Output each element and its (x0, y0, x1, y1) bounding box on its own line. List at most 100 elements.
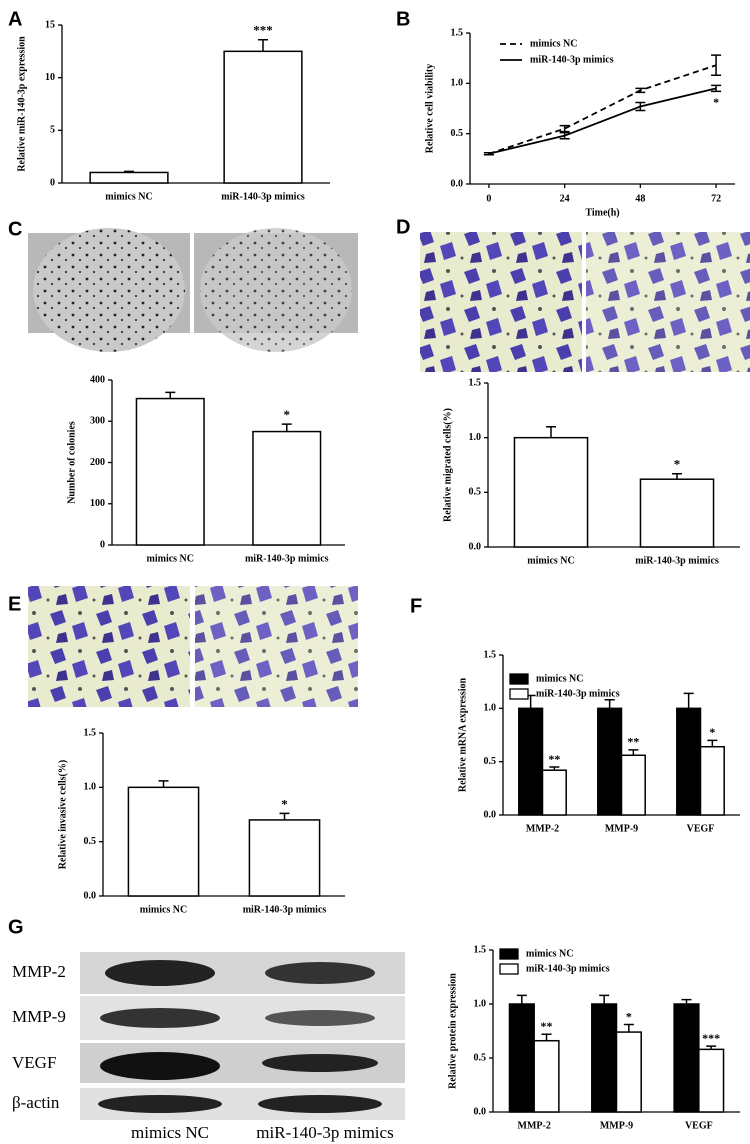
bar (518, 707, 544, 816)
blot-row-label: VEGF (12, 1053, 56, 1072)
y-axis-label: Relative invasive cells(%) (57, 760, 68, 869)
y-tick-label: 1.0 (84, 782, 97, 793)
significance: * (713, 95, 719, 109)
error-bar (158, 780, 169, 788)
error-bar (559, 135, 570, 140)
line (488, 64, 717, 155)
y-tick-label: 0 (50, 177, 55, 188)
significance: * (709, 725, 715, 739)
y-tick-label: 400 (90, 374, 105, 385)
error-bar (623, 1023, 634, 1033)
y-tick-label: 1.0 (451, 78, 464, 89)
error-bar (483, 152, 494, 154)
legend-swatch (509, 688, 529, 700)
x-tick-label: VEGF (687, 823, 715, 834)
error-bar (711, 88, 722, 93)
y-axis-label: Number of colonies (66, 421, 77, 504)
legend-label: mimics NC (530, 38, 578, 49)
error-bar (281, 423, 292, 432)
significance: * (284, 407, 291, 422)
error-bar (599, 994, 610, 1004)
y-tick-label: 1.5 (84, 727, 97, 738)
y-tick-label: 5 (50, 125, 55, 136)
panel-letter: D (396, 216, 410, 238)
x-tick-label: miR-140-3p mimics (245, 553, 329, 564)
blot-row-label: MMP-9 (12, 1007, 66, 1026)
error-bar (549, 766, 560, 771)
photo (28, 586, 190, 707)
band (105, 960, 215, 986)
blot-lane-label: miR-140-3p mimics (256, 1123, 393, 1142)
bar (673, 1003, 700, 1113)
error-bar (483, 153, 494, 156)
y-tick-label: 0.0 (451, 178, 464, 189)
x-tick-label: 24 (560, 193, 570, 204)
y-tick-label: 0.5 (451, 128, 464, 139)
bar (541, 769, 567, 816)
y-tick-label: 300 (90, 416, 105, 427)
y-tick-label: 0.0 (484, 809, 497, 820)
error-bar (124, 170, 134, 173)
y-tick-label: 1.5 (484, 649, 497, 660)
significance: * (626, 1009, 632, 1023)
y-tick-label: 0 (100, 539, 105, 550)
x-tick-label: MMP-2 (518, 1120, 551, 1131)
dish (33, 228, 185, 352)
legend-label: mimics NC (536, 673, 584, 684)
panel-letter: C (8, 218, 22, 240)
significance: *** (702, 1031, 720, 1045)
y-tick-label: 1.5 (474, 944, 487, 955)
bar (89, 171, 169, 184)
error-bar (706, 1045, 717, 1050)
legend-swatch (509, 673, 529, 685)
x-tick-label: mimics NC (140, 904, 188, 915)
panel-letter: A (8, 8, 22, 30)
legend-swatch (499, 948, 519, 960)
bar (620, 754, 646, 816)
line (488, 87, 717, 155)
dish (200, 228, 352, 352)
error-bar (711, 65, 722, 77)
y-tick-label: 1.5 (451, 27, 464, 38)
x-tick-label: mimics NC (527, 555, 575, 566)
bar (223, 50, 303, 184)
x-tick-label: 48 (635, 193, 645, 204)
y-axis-label: Relative miR-140-3p expression (16, 36, 27, 172)
bar (639, 478, 715, 548)
x-tick-label: miR-140-3p mimics (243, 904, 327, 915)
y-axis-label: Relative cell viability (424, 64, 435, 153)
band (262, 1054, 378, 1072)
photo (195, 586, 358, 707)
legend-label: mimics NC (526, 948, 574, 959)
panel-letter: E (8, 593, 21, 615)
blot-row-label: MMP-2 (12, 962, 66, 981)
panel-letter: G (8, 916, 24, 938)
bar (533, 1039, 560, 1113)
error-bar (635, 101, 646, 107)
x-tick-label: 72 (711, 193, 721, 204)
y-tick-label: 1.0 (469, 432, 482, 443)
significance: ** (627, 735, 639, 749)
y-tick-label: 0.0 (84, 890, 97, 901)
x-tick-label: VEGF (685, 1120, 713, 1131)
legend-label: miR-140-3p mimics (530, 54, 614, 65)
bar (135, 397, 205, 546)
significance: * (674, 457, 681, 472)
x-tick-label: 0 (486, 193, 491, 204)
bar (615, 1031, 642, 1113)
error-bar (258, 38, 268, 52)
band (100, 1008, 220, 1028)
y-tick-label: 1.5 (469, 377, 482, 388)
x-tick-label: MMP-9 (600, 1120, 633, 1131)
bar (698, 1048, 725, 1113)
error-bar (635, 106, 646, 112)
y-tick-label: 0.0 (474, 1106, 487, 1117)
y-tick-label: 200 (90, 457, 105, 468)
x-tick-label: MMP-9 (605, 823, 638, 834)
bar (513, 436, 589, 548)
x-tick-label: mimics NC (147, 553, 195, 564)
bar (248, 819, 321, 897)
legend-label: miR-140-3p mimics (526, 963, 610, 974)
significance: ** (548, 752, 560, 766)
